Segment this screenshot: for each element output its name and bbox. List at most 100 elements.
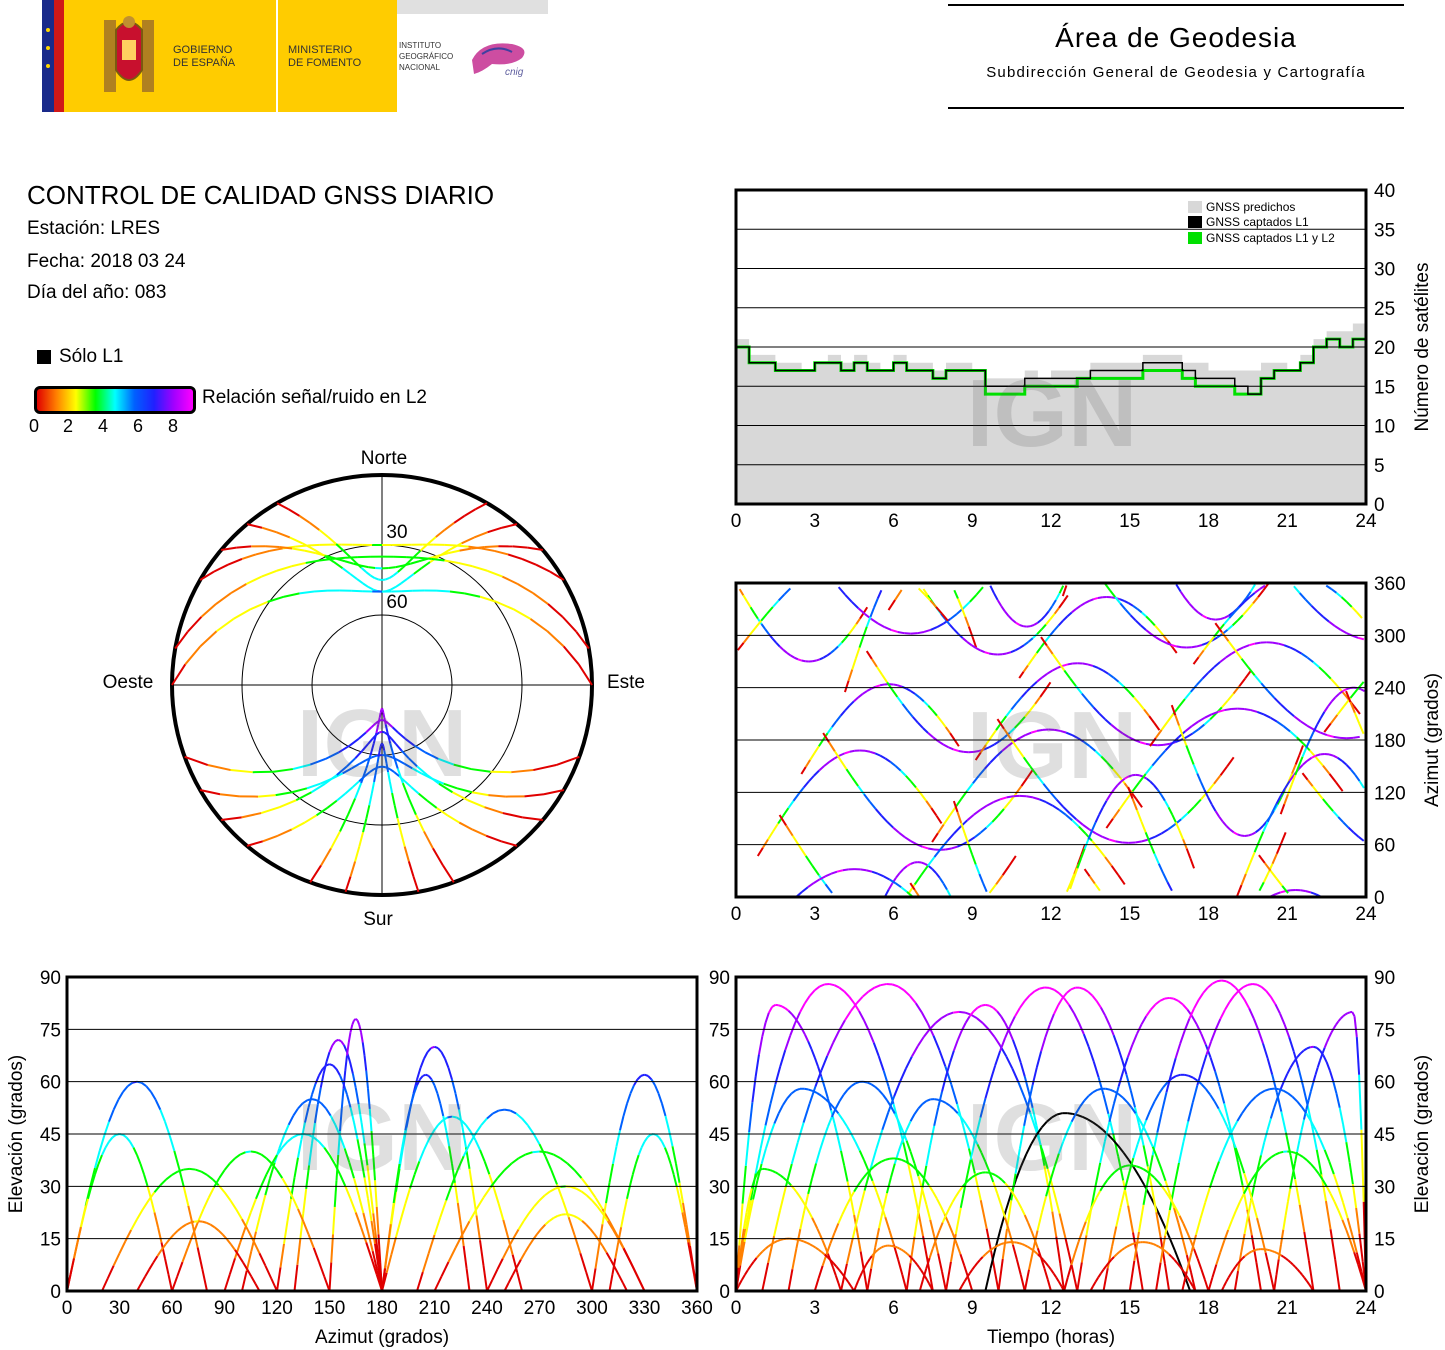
pass-segment <box>1168 1185 1176 1211</box>
arch-segment <box>205 1221 211 1226</box>
azimuth-segment <box>894 882 902 889</box>
pass-segment <box>1255 1092 1261 1098</box>
sky-segment <box>358 759 367 765</box>
sky-segment <box>472 565 488 572</box>
azimuth-segment <box>1138 773 1147 783</box>
azimuth-segment <box>1019 623 1024 628</box>
pass-segment <box>1099 1141 1106 1163</box>
pass-segment <box>1064 1237 1073 1265</box>
pass-segment <box>1004 1193 1012 1211</box>
azimuth-segment <box>768 633 774 640</box>
sky-segment <box>410 786 420 795</box>
y-tick-label: 0 <box>50 1282 61 1303</box>
azimuth-segment <box>1088 745 1097 752</box>
arch-segment <box>605 1252 612 1261</box>
azimuth-segment <box>1055 798 1064 808</box>
arch-segment <box>528 1239 534 1247</box>
pass-segment <box>870 1247 877 1269</box>
pass-segment <box>1111 1226 1118 1247</box>
azimuth-segment <box>1356 681 1365 691</box>
azimuth-segment <box>1040 623 1047 631</box>
pass-segment <box>845 1237 854 1265</box>
arch-segment <box>252 1240 261 1254</box>
pass-segment <box>1014 1007 1021 1017</box>
azimuth-segment <box>1174 715 1180 726</box>
arch-segment <box>447 1067 453 1080</box>
arch-segment <box>640 1141 646 1149</box>
sky-segment <box>265 545 280 549</box>
pass-segment <box>925 1098 931 1102</box>
sky-segment <box>378 746 382 751</box>
pass-segment <box>1347 1011 1351 1015</box>
pass-segment <box>1170 1057 1177 1075</box>
arch-segment <box>157 1226 163 1243</box>
sky-segment <box>488 794 506 798</box>
pass-segment <box>1088 1204 1094 1214</box>
sky-segment <box>213 563 229 573</box>
azimuth-segment <box>792 793 800 802</box>
skyplot-south-label: Sur <box>363 909 393 930</box>
azimuth-segment <box>1110 723 1118 731</box>
azimuth-segment <box>1306 724 1315 731</box>
arch-segment <box>579 1252 588 1273</box>
pass-segment <box>738 1279 743 1286</box>
azimuth-segment <box>1217 709 1225 713</box>
sky-segment <box>376 756 380 764</box>
arch-segment <box>207 1186 215 1199</box>
sky-segment <box>527 546 544 552</box>
arch-segment <box>458 1109 464 1128</box>
pass-segment <box>746 1265 752 1271</box>
pass-segment <box>1037 1253 1042 1258</box>
x-tick-label: 0 <box>731 1298 742 1319</box>
azimuth-segment <box>840 637 847 644</box>
azimuth-segment <box>1351 606 1358 614</box>
azimuth-segment <box>922 845 929 850</box>
pass-segment <box>832 1030 840 1044</box>
pass-segment <box>1018 1125 1026 1150</box>
pass-segment <box>1296 1268 1301 1273</box>
pass-segment <box>1360 1129 1365 1202</box>
sky-segment <box>502 812 523 819</box>
pass-segment <box>1019 1242 1023 1246</box>
pass-segment <box>1066 1264 1073 1278</box>
sky-segment <box>236 545 252 549</box>
pass-segment <box>773 1210 781 1237</box>
pass-segment <box>985 1003 990 1007</box>
pass-segment <box>1269 1107 1276 1119</box>
sky-segment <box>304 814 318 824</box>
arch-segment <box>201 1268 208 1292</box>
pass-segment <box>1316 1046 1321 1052</box>
arch-segment <box>255 1185 263 1200</box>
pass-segment <box>813 1222 819 1230</box>
azimuth-segment <box>1131 798 1138 811</box>
pass-segment <box>1307 1091 1312 1101</box>
azimuth-segment <box>1025 731 1032 736</box>
azimuth-segment <box>1330 696 1337 703</box>
pass-segment <box>1079 1099 1086 1107</box>
pass-segment <box>819 1137 825 1151</box>
pass-segment <box>1126 1044 1134 1058</box>
pass-segment <box>974 1262 979 1267</box>
arch-segment <box>339 1173 347 1187</box>
arch-segment <box>108 1136 114 1143</box>
azimuth-segment <box>1256 710 1265 716</box>
azimuth-segment <box>1195 678 1204 686</box>
arch-segment <box>246 1268 253 1277</box>
pass-segment <box>971 1265 976 1271</box>
pass-segment <box>1158 1245 1162 1249</box>
sky-segment <box>184 645 202 665</box>
sky-segment <box>255 549 270 556</box>
arch-segment <box>492 1109 500 1115</box>
pass-segment <box>784 1035 792 1051</box>
pass-segment <box>1151 1188 1158 1213</box>
azimuth-segment <box>1201 672 1210 680</box>
pass-segment <box>1288 1036 1295 1053</box>
azimuth-segment <box>1063 669 1071 680</box>
pass-segment <box>1173 1162 1180 1187</box>
azimuth-segment <box>952 800 959 813</box>
pass-segment <box>772 1170 776 1174</box>
arch-segment <box>217 1229 224 1236</box>
pass-segment <box>1132 1242 1136 1246</box>
pass-segment <box>998 1243 1002 1247</box>
arch-segment <box>390 1236 397 1255</box>
